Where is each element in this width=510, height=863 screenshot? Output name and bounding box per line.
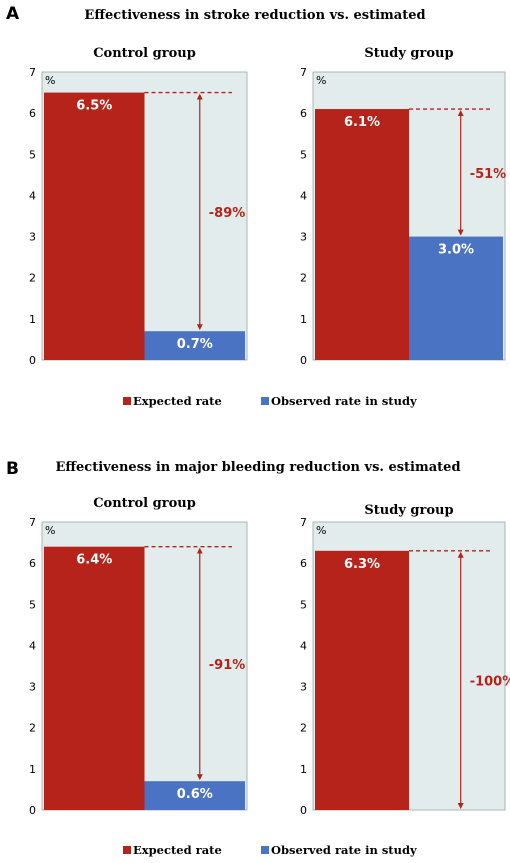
y-tick-label: 1 (29, 763, 36, 776)
bar-label-observed-b-control: 0.6% (177, 787, 213, 802)
bar-expected-b-study (315, 550, 409, 810)
difference-label-a-control: -89% (209, 206, 246, 221)
bar-expected-b-control (44, 546, 145, 810)
y-tick-label: 5 (300, 598, 307, 611)
y-tick-label: 2 (29, 272, 36, 285)
y-tick-label: 3 (29, 681, 36, 694)
y-tick-label: 7 (29, 516, 36, 529)
chart-title-b-study: Study group (364, 503, 453, 518)
unit-label-b-study: % (316, 524, 326, 537)
y-tick-label: 3 (29, 231, 36, 244)
y-tick-label: 5 (29, 148, 36, 161)
y-tick-label: 6 (300, 107, 307, 120)
y-tick-label: 4 (300, 189, 307, 202)
y-tick-label: 2 (29, 722, 36, 735)
bar-label-expected-a-study: 6.1% (344, 115, 380, 130)
difference-label-b-study: -100% (470, 674, 510, 689)
y-tick-label: 5 (300, 148, 307, 161)
panel-a-title: Effectiveness in stroke reduction vs. es… (84, 8, 425, 23)
unit-label-b-control: % (45, 524, 55, 537)
legend-a: Expected rate Observed rate in study (123, 394, 417, 408)
y-tick-label: 2 (300, 272, 307, 285)
bar-label-expected-a-control: 6.5% (76, 99, 112, 114)
legend-b: Expected rate Observed rate in study (123, 843, 417, 857)
bar-label-expected-b-control: 6.4% (76, 553, 112, 568)
y-tick-label: 7 (300, 516, 307, 529)
unit-label-a-control: % (45, 74, 55, 87)
y-tick-label: 4 (29, 189, 36, 202)
legend-b-swatch-observed (261, 846, 269, 854)
legend-b-expected-label: Expected rate (133, 843, 222, 857)
chart-title-a-control: Control group (93, 46, 196, 61)
y-tick-label: 4 (300, 639, 307, 652)
y-tick-label: 7 (300, 66, 307, 79)
legend-b-observed-label: Observed rate in study (271, 843, 417, 857)
chart-title-b-control: Control group (93, 496, 196, 511)
bar-expected-a-study (315, 109, 409, 361)
bar-observed-a-study (409, 236, 503, 360)
chart-b-study: Study group 0 1 2 3 4 5 6 7% 6.3% -100% (300, 503, 510, 817)
panel-b-letter: B (6, 459, 19, 479)
y-tick-label: 0 (29, 354, 36, 367)
legend-b-swatch-expected (123, 846, 131, 854)
difference-label-a-study: -51% (470, 167, 507, 182)
y-tick-label: 1 (29, 313, 36, 326)
legend-a-swatch-observed (261, 397, 269, 405)
y-tick-label: 1 (300, 763, 307, 776)
bar-observed-a-control (144, 331, 245, 360)
y-tick-label: 6 (29, 107, 36, 120)
unit-label-a-study: % (316, 74, 326, 87)
legend-a-swatch-expected (123, 397, 131, 405)
y-tick-label: 4 (29, 639, 36, 652)
chart-a-control: Control group 0 1 2 3 4 5 6 7% 6.5% 0.7% -89% (29, 46, 248, 367)
legend-a-observed-label: Observed rate in study (271, 394, 417, 408)
y-tick-label: 6 (29, 557, 36, 570)
y-tick-label: 3 (300, 681, 307, 694)
panel-b-title: Effectiveness in major bleeding reductio… (55, 460, 460, 475)
bar-label-expected-b-study: 6.3% (344, 557, 380, 572)
y-tick-label: 0 (300, 804, 307, 817)
difference-label-b-control: -91% (209, 658, 246, 673)
bar-observed-b-control (144, 781, 245, 810)
bar-label-observed-a-study: 3.0% (438, 243, 474, 258)
chart-b-control: Control group 0 1 2 3 4 5 6 7% 6.4% 0.6% -91% (29, 496, 248, 817)
chart-title-a-study: Study group (364, 46, 453, 61)
y-tick-label: 7 (29, 66, 36, 79)
y-tick-label: 0 (300, 354, 307, 367)
y-tick-label: 2 (300, 722, 307, 735)
y-tick-label: 5 (29, 598, 36, 611)
bar-label-observed-a-control: 0.7% (177, 337, 213, 352)
legend-a-expected-label: Expected rate (133, 394, 222, 408)
y-tick-label: 1 (300, 313, 307, 326)
bar-expected-a-control (44, 92, 145, 361)
chart-a-study: Study group 0 1 2 3 4 5 6 7% 6.1% 3.0% -51% (300, 46, 506, 367)
panel-a-letter: A (6, 4, 20, 24)
y-tick-label: 3 (300, 231, 307, 244)
y-tick-label: 0 (29, 804, 36, 817)
y-tick-label: 6 (300, 557, 307, 570)
